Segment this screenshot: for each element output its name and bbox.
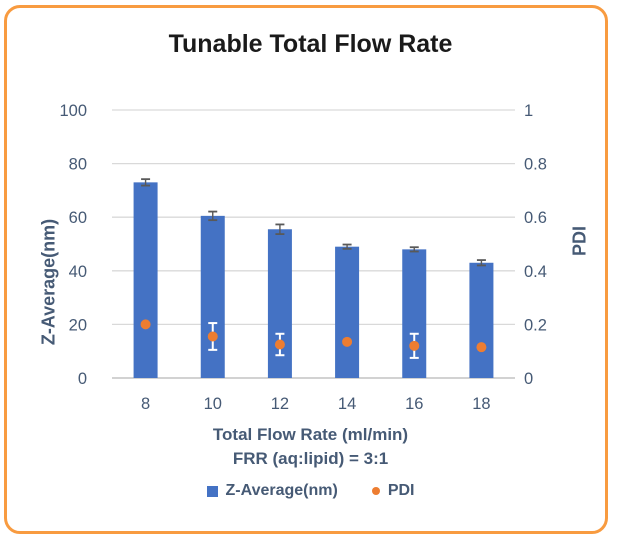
marker-pdi [409, 340, 420, 351]
y-left-tick-label: 60 [69, 209, 87, 227]
zaverage-swatch-icon [206, 485, 218, 497]
y-right-tick-label: 0.8 [524, 156, 547, 174]
y-left-tick-label: 80 [69, 156, 87, 174]
y-right-tick-label: 0.4 [524, 263, 547, 281]
x-tick-label: 16 [405, 395, 423, 413]
y-left-tick-label: 40 [69, 263, 87, 281]
pdi-swatch-icon [371, 487, 380, 495]
bar-zaverage [200, 215, 225, 378]
legend-item-zaverage: Z-Average(nm) [206, 482, 338, 500]
y-left-tick-label: 0 [78, 370, 87, 388]
y-axis-title-right: PDI [569, 225, 590, 257]
x-tick-label: 8 [141, 395, 150, 413]
y-left-tick-label: 20 [69, 316, 87, 334]
y-right-tick-label: 0.2 [524, 316, 547, 334]
chart-title: Tunable Total Flow Rate [168, 30, 453, 58]
y-right-tick-label: 0.6 [524, 209, 547, 227]
marker-pdi [274, 339, 285, 350]
y-axis-title-left: Z-Average(nm) [38, 218, 59, 346]
y-right-tick-label: 1 [524, 102, 533, 120]
marker-pdi [140, 319, 151, 330]
x-axis-note: FRR (aq:lipid) = 3:1 [232, 449, 389, 468]
legend-item-pdi: PDI [371, 482, 415, 500]
x-tick-label: 14 [338, 395, 356, 413]
chart-border [4, 5, 608, 534]
marker-pdi [342, 336, 353, 347]
x-axis-title: Total Flow Rate (ml/min) [212, 425, 409, 444]
legend: Z-Average(nm) PDI [0, 482, 621, 500]
bar-zaverage [469, 262, 494, 378]
marker-pdi [207, 331, 218, 342]
legend-label-pdi: PDI [387, 482, 415, 499]
x-tick-label: 10 [204, 395, 222, 413]
marker-pdi [476, 342, 487, 353]
x-tick-label: 12 [271, 395, 289, 413]
y-left-tick-label: 100 [59, 102, 87, 120]
bar-zaverage [133, 182, 158, 378]
y-right-tick-label: 0 [524, 370, 533, 388]
x-tick-label: 18 [472, 395, 490, 413]
legend-label-zaverage: Z-Average(nm) [225, 482, 338, 499]
bar-zaverage [335, 246, 360, 378]
